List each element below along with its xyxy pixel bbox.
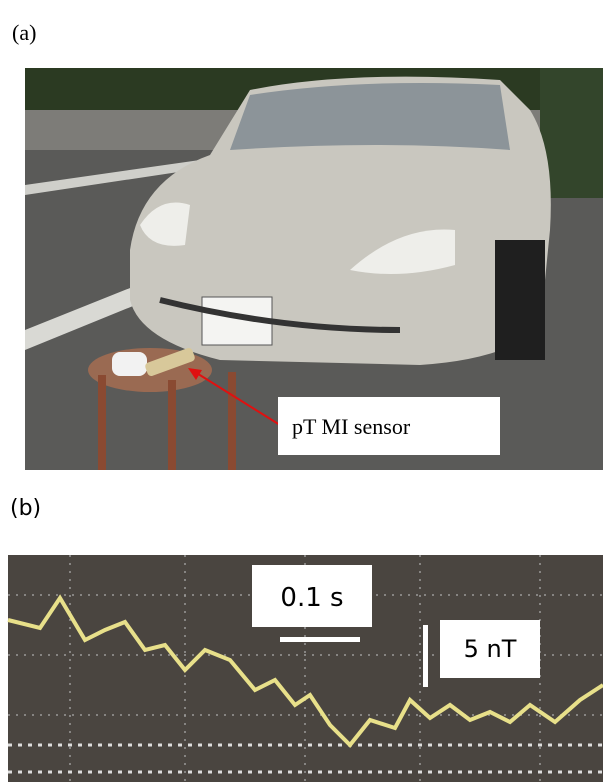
field-scale-bar xyxy=(423,625,428,687)
field-scale: 5 nT xyxy=(464,635,517,663)
photo xyxy=(25,68,603,470)
panel-label: (b) xyxy=(10,496,41,521)
scale-box xyxy=(440,620,540,678)
annotation: pT MI sensor xyxy=(292,414,411,439)
arrow-head xyxy=(188,368,202,380)
arrow xyxy=(194,371,281,426)
annotation-box xyxy=(278,397,500,455)
scale-box xyxy=(252,565,372,627)
time-scale-bar xyxy=(280,637,360,642)
panel-label: (a) xyxy=(12,20,36,45)
time-scale: 0.1 s xyxy=(280,583,343,613)
